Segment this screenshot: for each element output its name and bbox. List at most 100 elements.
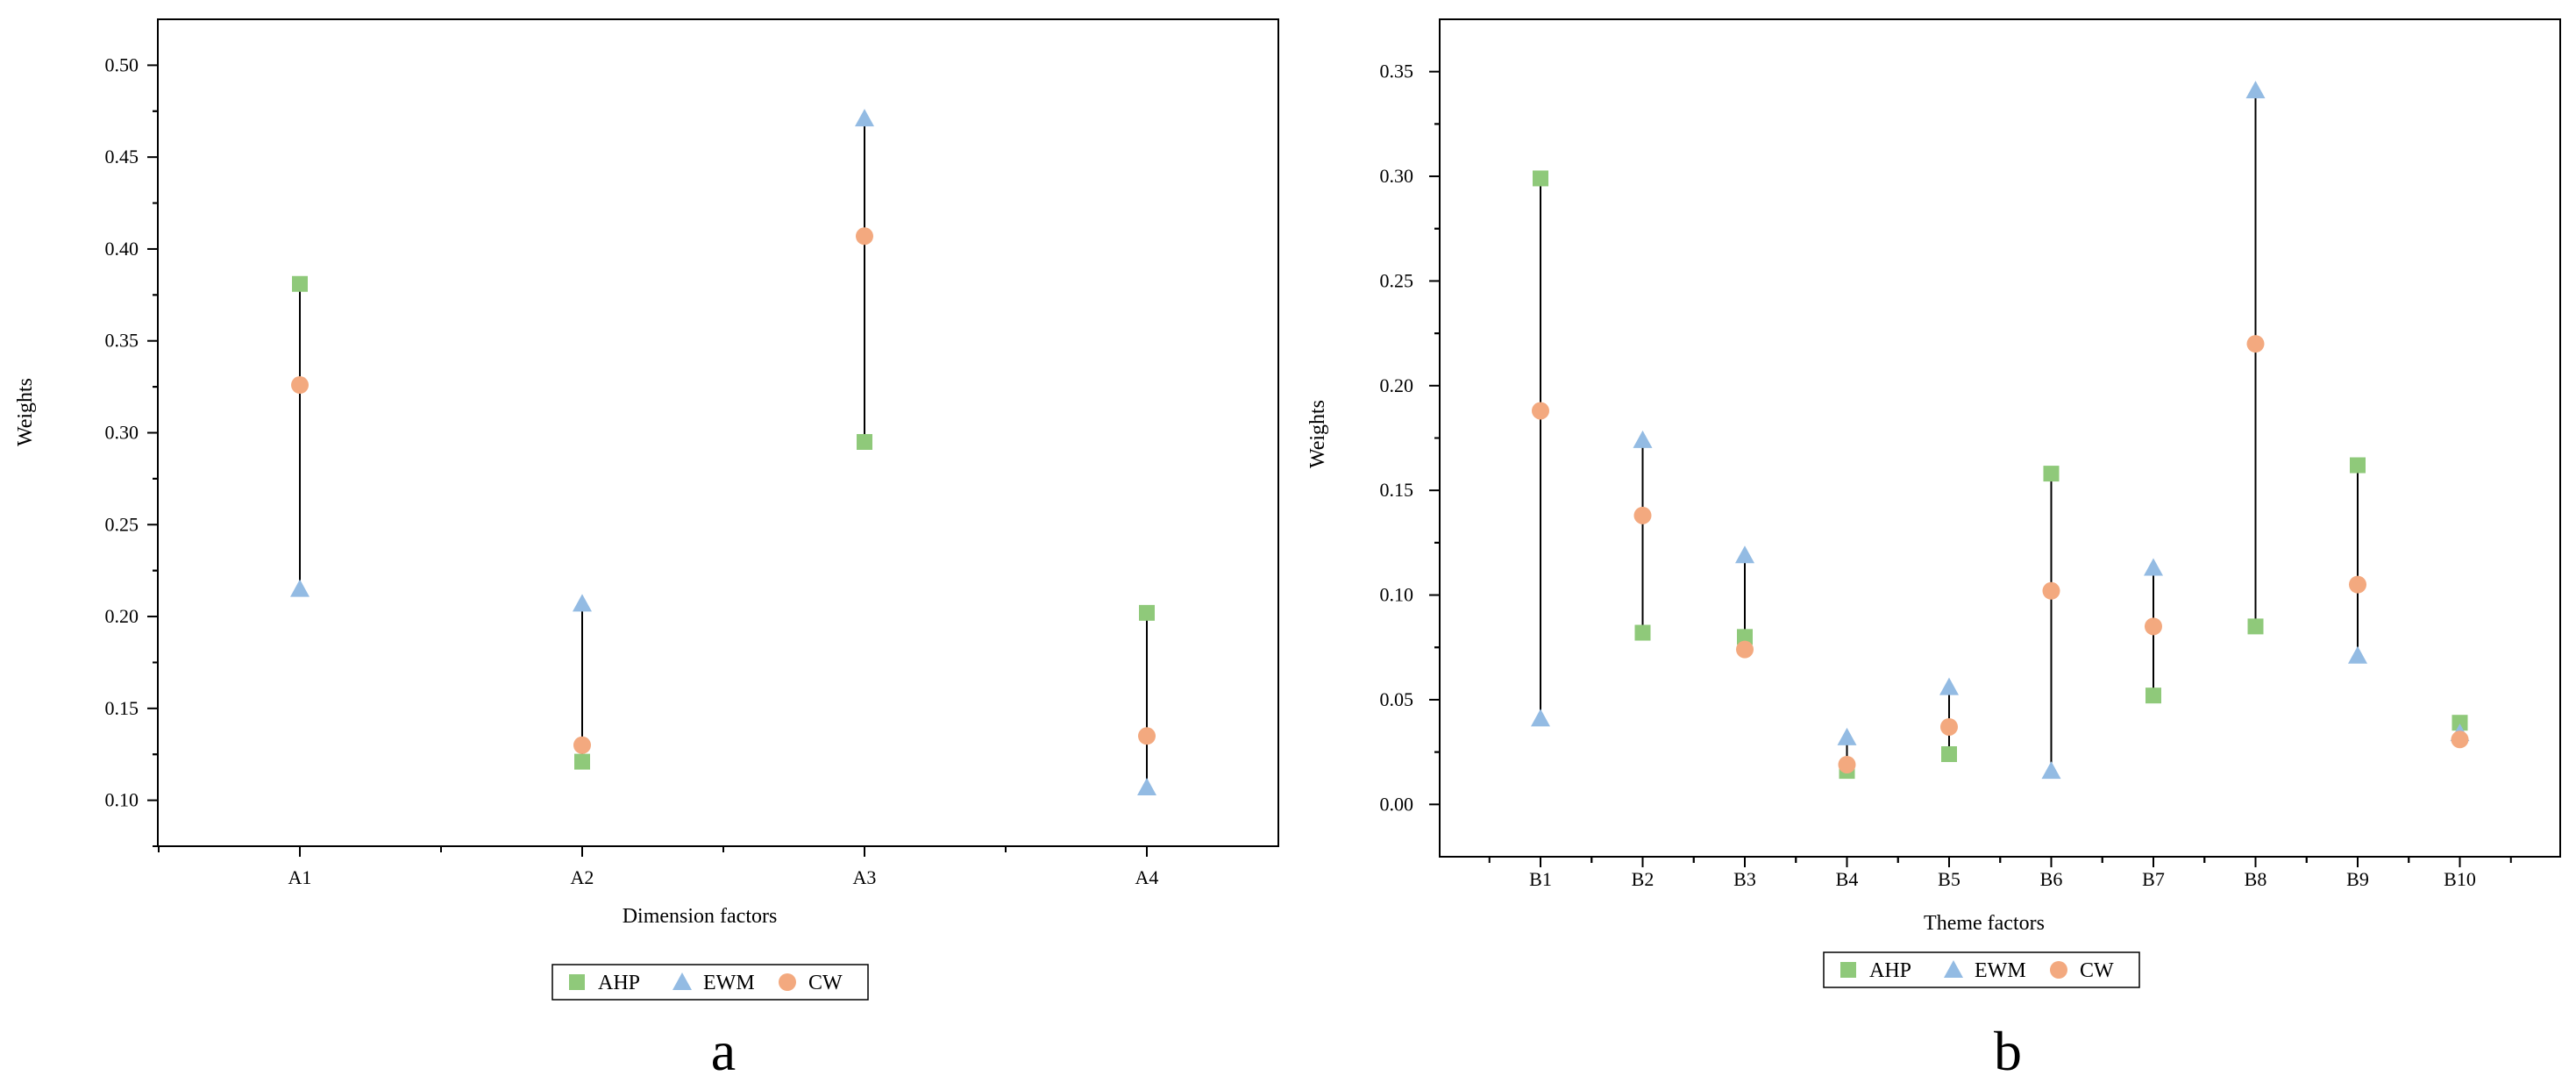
cw-point-B2	[1633, 506, 1652, 524]
ahp-point-B6	[2043, 466, 2060, 482]
ewm-point-A4	[1137, 777, 1156, 795]
legend-label-ewm: EWM	[703, 972, 755, 994]
x-axis-ticks-b: B1 B2 B3 B4 B5 B6 B7 B8 B9 B10	[1488, 857, 2512, 890]
ewm-point-B1	[1531, 709, 1550, 727]
ewm-point-B4	[1837, 727, 1857, 745]
legend-b: AHP EWM CW	[1823, 951, 2140, 988]
chart-panel-a: Weights Dimension factors 0.10 0.15 0.20 0.…	[14, 18, 1279, 1082]
cw-point-B4	[1838, 755, 1856, 773]
ewm-point-B8	[2245, 81, 2266, 99]
y-axis-ticks-a: 0.10 0.15 0.20 0.25 0.30 0.35 0.40 0.45 0.50	[105, 53, 158, 847]
legend-marker-ahp	[569, 974, 585, 990]
ewm-point-B3	[1735, 545, 1754, 564]
cw-point-B5	[1940, 717, 1958, 736]
ahp-point-B10	[2451, 715, 2468, 731]
cw-point-B9	[2349, 575, 2366, 594]
cw-point-B1	[1532, 402, 1549, 420]
y-tick-label: 0.35	[105, 330, 139, 352]
y-tick-label: 0.20	[1380, 374, 1414, 396]
x-tick-label: B7	[2142, 868, 2165, 890]
ewm-point-B7	[2144, 558, 2163, 576]
ahp-point-A4	[1139, 604, 1155, 621]
y-axis-title-b: Weights	[1306, 400, 1329, 468]
x-axis-ticks-a: A1 A2 A3 A4	[158, 846, 1159, 888]
x-tick-label: B6	[2040, 868, 2063, 890]
x-tick-label: A4	[1135, 866, 1159, 888]
ahp-point-B3	[1737, 629, 1753, 645]
ahp-point-A3	[857, 433, 872, 450]
legend-a: AHP EWM CW	[551, 964, 869, 1001]
y-tick-label: 0.15	[105, 697, 139, 719]
y-tick-label: 0.10	[1380, 584, 1414, 606]
cw-point-A3	[856, 227, 873, 246]
x-tick-label: A2	[571, 866, 594, 888]
y-tick-label: 0.40	[105, 238, 139, 260]
legend-label-ahp: AHP	[1869, 959, 1911, 982]
legend-label-ahp: AHP	[598, 972, 640, 994]
panel-label-a: a	[711, 1020, 736, 1082]
x-tick-label: B10	[2444, 868, 2476, 890]
legend-box	[1823, 951, 2140, 988]
ahp-point-B1	[1533, 170, 1548, 187]
x-tick-label: B5	[1938, 868, 1960, 890]
range-lines-b	[1540, 90, 2461, 772]
y-tick-label: 0.25	[1380, 269, 1414, 291]
cw-point-B6	[2042, 581, 2060, 600]
y-axis-title-a: Weights	[14, 378, 37, 446]
legend-label-cw: CW	[2080, 959, 2114, 982]
panel-label-b: b	[1994, 1020, 2022, 1082]
ahp-point-A2	[574, 753, 590, 770]
y-tick-label: 0.30	[105, 422, 139, 444]
x-axis-title-a: Dimension factors	[623, 905, 778, 928]
legend-marker-ewm	[672, 972, 692, 990]
data-markers-a	[290, 109, 1156, 795]
y-tick-label: 0.10	[105, 789, 139, 811]
ahp-point-B9	[2350, 457, 2366, 474]
chart-panel-b: Weights Theme factors 0.000.050.100.150.…	[1306, 18, 2561, 1082]
plot-frame-b	[1439, 18, 2561, 858]
legend-marker-ewm	[1944, 960, 1963, 978]
ewm-point-A2	[573, 594, 592, 612]
ahp-point-A1	[292, 275, 308, 292]
ewm-point-A3	[855, 109, 874, 127]
ahp-point-B8	[2247, 618, 2264, 635]
x-tick-label: B2	[1632, 868, 1654, 890]
cw-point-B8	[2246, 335, 2265, 353]
y-axis-ticks-b: 0.00 0.05 0.10 0.15 0.20 0.25 0.30 0.35	[1380, 61, 1440, 815]
ewm-point-B6	[2041, 761, 2061, 780]
x-tick-label: B8	[2245, 868, 2267, 890]
x-tick-label: B9	[2346, 868, 2369, 890]
legend-marker-cw	[779, 973, 796, 991]
y-tick-label: 0.30	[1380, 165, 1414, 187]
cw-point-A2	[573, 736, 591, 754]
legend-label-cw: CW	[808, 972, 843, 994]
y-tick-label: 0.05	[1380, 688, 1414, 710]
x-axis-title-b: Theme factors	[1924, 912, 2045, 935]
ahp-point-B2	[1634, 624, 1651, 641]
ahp-point-B5	[1941, 746, 1957, 763]
ewm-point-B2	[1633, 430, 1653, 448]
legend-box	[551, 964, 869, 1001]
legend-label-ewm: EWM	[1975, 959, 2026, 982]
y-tick-label: 0.00	[1380, 793, 1414, 815]
cw-point-A1	[291, 376, 309, 395]
legend-marker-ahp	[1840, 962, 1856, 978]
x-tick-label: B4	[1836, 868, 1859, 890]
data-markers-b	[1531, 81, 2470, 780]
ewm-point-A1	[290, 579, 310, 597]
y-tick-label: 0.15	[1380, 479, 1414, 501]
x-tick-label: A3	[853, 866, 877, 888]
x-tick-label: B3	[1733, 868, 1756, 890]
cw-point-B10	[2451, 730, 2469, 749]
ahp-point-B7	[2145, 687, 2161, 704]
x-tick-label: A1	[288, 866, 312, 888]
cw-point-B7	[2145, 617, 2162, 636]
y-tick-label: 0.35	[1380, 61, 1414, 82]
y-tick-label: 0.50	[105, 53, 139, 75]
range-lines-a	[299, 118, 1148, 787]
ewm-point-B9	[2348, 645, 2367, 664]
x-tick-label: B1	[1529, 868, 1552, 890]
plot-frame-a	[157, 18, 1279, 847]
cw-point-B3	[1736, 640, 1754, 659]
y-tick-label: 0.20	[105, 605, 139, 627]
